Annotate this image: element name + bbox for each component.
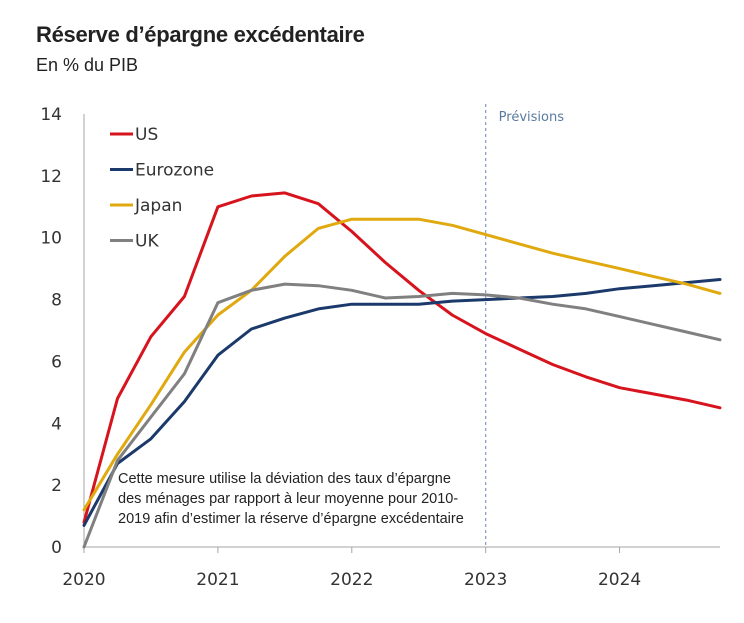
legend-label-eurozone: Eurozone [135,161,214,181]
chart-annotation: Cette mesure utilise la déviation des ta… [118,469,498,529]
legend-label-us: US [135,125,158,145]
legend-label-uk: UK [135,232,159,252]
y-tick-label: 14 [40,105,62,125]
y-tick-label: 2 [51,476,62,496]
y-tick-label: 0 [51,538,62,558]
series-line-eurozone [82,278,722,527]
y-tick-label: 6 [51,352,62,372]
chart-title: Réserve d’épargne excédentaire [36,22,365,47]
x-tick-label: 2022 [330,570,373,590]
annotation-line-2: des ménages par rapport à leur moyenne p… [118,491,459,507]
y-tick-label: 8 [51,291,62,311]
x-tick-label: 2023 [464,570,507,590]
chart-series [82,191,722,549]
x-tick-label: 2021 [196,570,239,590]
forecast-label: Prévisions [499,110,565,125]
series-line-japan [82,217,722,512]
annotation-line-1: Cette mesure utilise la déviation des ta… [118,471,451,487]
chart-legend: US Eurozone Japan UK [110,125,214,252]
x-tick-label: 2024 [598,570,641,590]
chart-axes: 0 2 4 6 8 10 12 14 2020 2021 2022 2023 2024 Prévision… [40,104,720,590]
y-tick-label: 10 [40,229,62,249]
series-line-us [82,191,722,524]
legend-label-japan: Japan [134,196,182,216]
y-tick-label: 4 [51,414,62,434]
y-tick-label: 12 [40,167,62,187]
series-line-uk [82,282,722,549]
chart-subtitle: En % du PIB [36,55,139,75]
annotation-line-3: 2019 afin d’estimer la réserve d’épargne… [118,511,464,527]
x-tick-label: 2020 [62,570,105,590]
